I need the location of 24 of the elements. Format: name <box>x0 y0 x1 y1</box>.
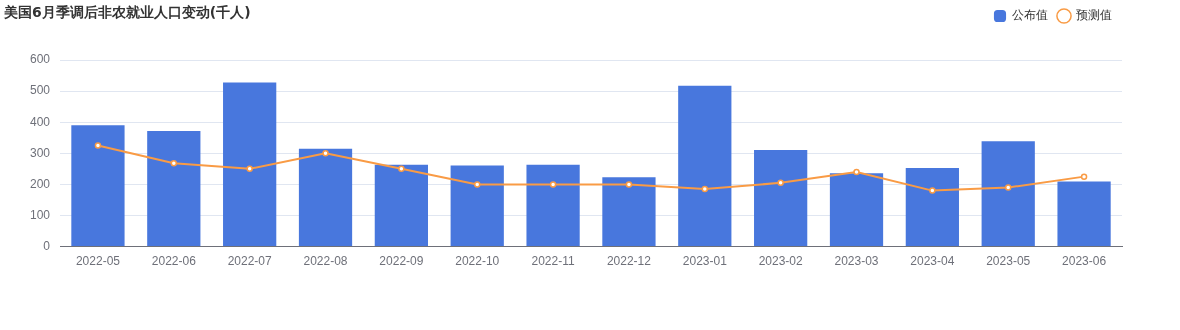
x-tick-label: 2022-10 <box>455 254 500 269</box>
y-tick-label: 500 <box>29 83 51 98</box>
legend-label: 预测值 <box>1076 8 1112 23</box>
x-tick-label: 2023-05 <box>986 254 1031 269</box>
chart-title: 美国6月季调后非农就业人口变动(千人) <box>4 4 251 22</box>
x-tick-label: 2022-05 <box>75 254 121 269</box>
x-tick-label: 2022-08 <box>303 254 348 269</box>
x-tick-label: 2022-12 <box>606 254 652 269</box>
x-tick-label: 2022-07 <box>227 254 272 269</box>
y-tick-label: 600 <box>29 52 51 67</box>
x-tick-label: 2022-09 <box>379 254 424 269</box>
y-tick-label: 400 <box>29 114 51 129</box>
x-tick-label: 2023-04 <box>910 254 955 269</box>
x-tick-label: 2022-11 <box>531 254 575 269</box>
x-tick-label: 2022-06 <box>151 254 197 269</box>
y-tick-label: 300 <box>29 145 51 160</box>
x-tick-label: 2023-06 <box>1062 254 1107 269</box>
legend-label: 公布值 <box>1012 8 1048 23</box>
x-tick-label: 2023-01 <box>682 254 728 269</box>
y-tick-label: 100 <box>29 207 51 222</box>
y-tick-label: 0 <box>43 238 51 253</box>
x-tick-label: 2023-03 <box>834 254 879 269</box>
x-tick-label: 2023-02 <box>758 254 803 269</box>
y-tick-label: 200 <box>29 176 51 191</box>
